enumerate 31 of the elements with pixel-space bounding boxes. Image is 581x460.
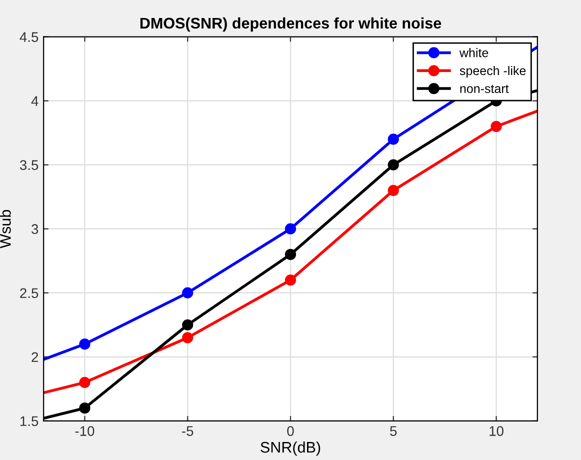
point [182, 319, 194, 330]
point [182, 287, 194, 298]
y-tick-label: 3.5 [20, 160, 38, 170]
point [79, 338, 90, 350]
x-tick-label: 5 [390, 426, 397, 436]
y-tick-label: 2.5 [20, 288, 38, 298]
point [490, 120, 502, 132]
y-tick-label: 4.5 [20, 32, 38, 42]
y-tick-label: 3 [32, 224, 38, 234]
point [388, 134, 399, 145]
point [284, 248, 296, 260]
legend-label: non-start [460, 84, 509, 94]
legend-label: white [459, 48, 488, 58]
y-axis-title: Wsub [0, 210, 11, 248]
legend-label: speech -like [460, 66, 526, 78]
x-tick-label: 0 [287, 426, 294, 436]
point [79, 402, 90, 414]
x-tick-label: 10 [490, 426, 504, 436]
y-tick-label: 1.5 [20, 416, 38, 426]
point [284, 223, 296, 234]
point [388, 159, 399, 170]
point [284, 274, 296, 286]
y-tick-label: 2 [32, 352, 38, 362]
x-tick-label: -10 [75, 426, 94, 436]
point [79, 376, 90, 388]
x-tick-label: -5 [182, 426, 194, 436]
point [182, 332, 194, 344]
chart-title: DMOS(SNR) dependences for white noise [140, 17, 442, 32]
y-tick-label: 4 [31, 96, 38, 106]
point [388, 184, 399, 196]
x-axis-title: SNR(dB) [260, 441, 320, 456]
